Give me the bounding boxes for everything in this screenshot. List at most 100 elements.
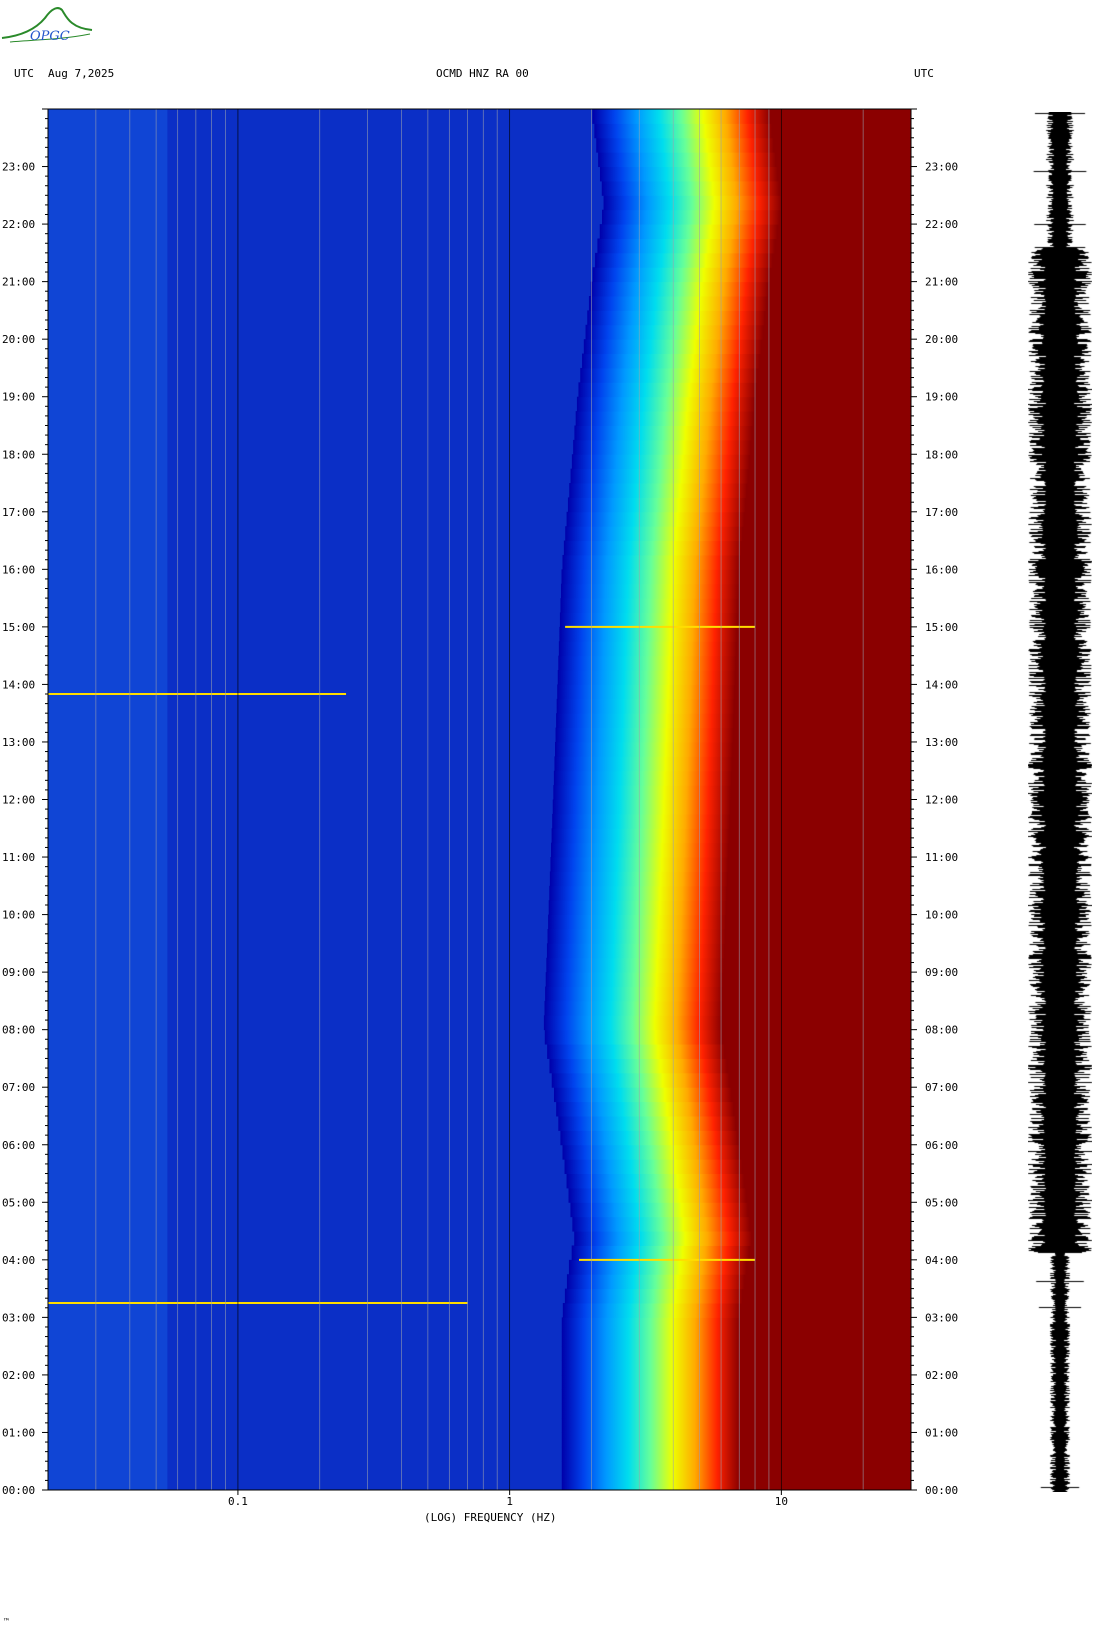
left-time-label: 08:00 (2, 1024, 35, 1037)
right-time-axis: 00:00 01:00 02:00 03:00 04:00 05:00 06:00 07:00… (911, 108, 958, 1497)
spectrogram-row (559, 612, 911, 628)
spectrogram-row (561, 1446, 911, 1462)
left-time-axis: 00:00 01:00 02:00 03:00 04:00 05:00 06:00 07:00… (2, 108, 48, 1497)
spectrogram-row (547, 928, 911, 944)
header-left-timezone: UTC (14, 67, 34, 80)
right-time-label: 23:00 (925, 161, 958, 174)
spectrogram-row (566, 1173, 911, 1189)
spectrogram-row (561, 1360, 911, 1376)
frequency-tick-label: 10 (775, 1495, 788, 1508)
spectrogram-row (550, 857, 911, 872)
right-time-label: 14:00 (925, 678, 958, 691)
right-time-label: 20:00 (925, 333, 958, 346)
left-time-label: 09:00 (2, 966, 35, 979)
spectrogram-row (552, 799, 911, 815)
spectrogram-row (558, 1115, 911, 1131)
spectrogram-row (553, 770, 911, 786)
spectrogram-row (560, 583, 911, 599)
spectrogram-row (596, 137, 911, 153)
spectrogram-row (565, 526, 911, 542)
spectrogram-row (546, 957, 911, 973)
left-time-label: 12:00 (2, 794, 35, 807)
right-time-label: 13:00 (925, 736, 958, 749)
left-time-label: 17:00 (2, 506, 35, 519)
spectrogram-row (578, 382, 911, 398)
spectrogram-row (543, 1015, 911, 1031)
spectrogram-row (549, 871, 911, 887)
left-time-label: 20:00 (2, 333, 35, 346)
right-time-label: 22:00 (925, 218, 958, 231)
spectrogram-row (568, 1259, 911, 1275)
spectrogram-row (599, 166, 911, 182)
spectrogram-row (562, 554, 911, 570)
spectrogram-row (561, 1317, 911, 1333)
spectrogram-row (585, 324, 911, 340)
spectrogram-row (557, 684, 911, 700)
spectrogram-row (553, 785, 911, 800)
spectrogram-row (598, 152, 911, 168)
seismogram-trace (1028, 112, 1092, 1492)
header-station: OCMD HNZ RA 00 (436, 67, 529, 80)
spectrogram-row (556, 1101, 911, 1117)
spectrogram-row (548, 914, 911, 930)
spectrogram-row (561, 1403, 911, 1419)
left-time-label: 00:00 (2, 1484, 35, 1497)
left-time-label: 13:00 (2, 736, 35, 749)
spectrogram-row (561, 1475, 911, 1491)
right-time-label: 06:00 (925, 1139, 958, 1152)
spectrogram-row (551, 828, 911, 844)
right-time-label: 17:00 (925, 506, 958, 519)
left-time-label: 11:00 (2, 851, 35, 864)
right-time-label: 05:00 (925, 1196, 958, 1209)
right-time-label: 10:00 (925, 909, 958, 922)
right-time-label: 08:00 (925, 1024, 958, 1037)
spectrogram-row (588, 296, 911, 311)
spectrogram-row (570, 1202, 911, 1218)
spectrogram-row (571, 1245, 911, 1261)
spectrogram-row (590, 281, 911, 297)
spectrogram-row (560, 1130, 911, 1146)
low-frequency-band (48, 109, 168, 1490)
left-time-label: 21:00 (2, 276, 35, 289)
left-time-label: 16:00 (2, 563, 35, 576)
spectrogram-row (560, 598, 911, 613)
spectrogram-row (554, 756, 911, 772)
spectrogram-row (568, 1187, 911, 1203)
spectrogram-row (561, 1331, 911, 1347)
spectrogram-plot (47, 108, 912, 1491)
spectrogram-row (574, 1231, 911, 1246)
spectrogram-row (569, 483, 911, 498)
spectrogram-row (561, 1346, 911, 1362)
spectrogram-row (544, 1029, 911, 1045)
spectrogram-row (597, 238, 911, 254)
left-time-label: 04:00 (2, 1254, 35, 1267)
spectrogram-row (592, 109, 911, 124)
right-time-label: 19:00 (925, 391, 958, 404)
spectrogram-row (551, 1072, 911, 1088)
spectrogram-row (555, 727, 911, 743)
right-time-label: 04:00 (925, 1254, 958, 1267)
right-time-label: 15:00 (925, 621, 958, 634)
spectrogram-row (553, 1087, 911, 1103)
spectrogram-row (561, 1461, 911, 1477)
spectrogram-row (573, 439, 911, 455)
left-time-label: 14:00 (2, 678, 35, 691)
spectrogram-row (572, 1216, 911, 1232)
right-time-label: 18:00 (925, 448, 958, 461)
spectrogram-row (580, 367, 911, 383)
left-time-label: 06:00 (2, 1139, 35, 1152)
spectrogram-row (559, 626, 911, 642)
right-time-label: 02:00 (925, 1369, 958, 1382)
spectrogram-row (552, 813, 911, 829)
spectrogram-row (564, 1288, 911, 1304)
left-time-label: 18:00 (2, 448, 35, 461)
spectrogram-row (602, 209, 911, 225)
header-date: Aug 7,2025 (48, 67, 115, 80)
spectrogram-row (595, 252, 911, 268)
opgc-logo: OPGC (1, 7, 93, 44)
spectrogram-row (603, 195, 911, 211)
left-time-label: 19:00 (2, 391, 35, 404)
frequency-axis: 0.1 1 10 (228, 1490, 788, 1508)
spectrogram-row (562, 1302, 911, 1318)
spectrogram-row (556, 698, 911, 714)
